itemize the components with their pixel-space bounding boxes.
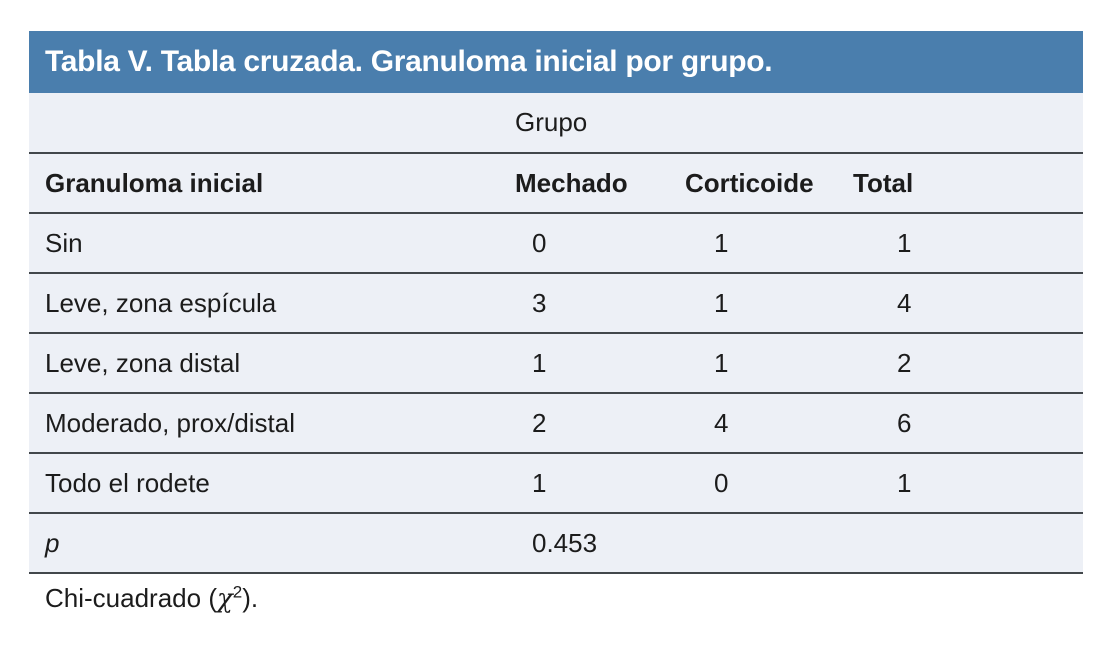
empty-cell [837,513,1083,574]
total-value: 4 [837,273,1083,334]
mechado-value: 1 [499,453,669,514]
mechado-value: 1 [499,333,669,394]
chi-symbol: χ [216,584,233,614]
table-row-leve-distal: Leve, zona distal 1 1 2 [29,333,1083,394]
table-title-bar: Tabla V. Tabla cruzada. Granuloma inicia… [29,31,1083,93]
corticoide-value: 1 [669,213,837,274]
row-label: Moderado, prox/distal [29,393,499,454]
column-header-row: Granuloma inicial Mechado Corticoide Tot… [29,153,1083,214]
table-row-todo-el-rodete: Todo el rodete 1 0 1 [29,453,1083,514]
p-row-label: p [29,513,499,574]
footnote: Chi-cuadrado (χ2). [29,583,1083,614]
row-label: Sin [29,213,499,274]
table-row-p-value: p 0.453 [29,513,1083,574]
total-value: 6 [837,393,1083,454]
column-header-mechado: Mechado [499,153,669,214]
crosstab-table: Grupo Granuloma inicial Mechado Corticoi… [29,93,1083,574]
column-header-granuloma-inicial: Granuloma inicial [29,153,499,214]
total-value: 1 [837,213,1083,274]
corticoide-value: 1 [669,273,837,334]
footnote-text-pre: Chi-cuadrado ( [45,583,217,613]
table-title: Tabla V. Tabla cruzada. Granuloma inicia… [45,45,773,78]
corticoide-value: 4 [669,393,837,454]
corticoide-value: 0 [669,453,837,514]
table-row-sin: Sin 0 1 1 [29,213,1083,274]
table-row-leve-espicula: Leve, zona espícula 3 1 4 [29,273,1083,334]
footnote-text-post: ). [242,583,259,613]
column-header-total: Total [837,153,1083,214]
row-label: Leve, zona distal [29,333,499,394]
column-header-corticoide: Corticoide [669,153,837,214]
total-value: 2 [837,333,1083,394]
group-header-cell: Grupo [499,93,1083,154]
group-header-empty-cell [29,93,499,154]
row-label: Todo el rodete [29,453,499,514]
total-value: 1 [837,453,1083,514]
table-row-moderado: Moderado, prox/distal 2 4 6 [29,393,1083,454]
p-row-value: 0.453 [499,513,669,574]
empty-cell [669,513,837,574]
group-header-row: Grupo [29,93,1083,154]
row-label: Leve, zona espícula [29,273,499,334]
footnote-superscript: 2 [232,582,243,602]
table-figure: Tabla V. Tabla cruzada. Granuloma inicia… [29,31,1083,614]
corticoide-value: 1 [669,333,837,394]
mechado-value: 2 [499,393,669,454]
mechado-value: 0 [499,213,669,274]
mechado-value: 3 [499,273,669,334]
